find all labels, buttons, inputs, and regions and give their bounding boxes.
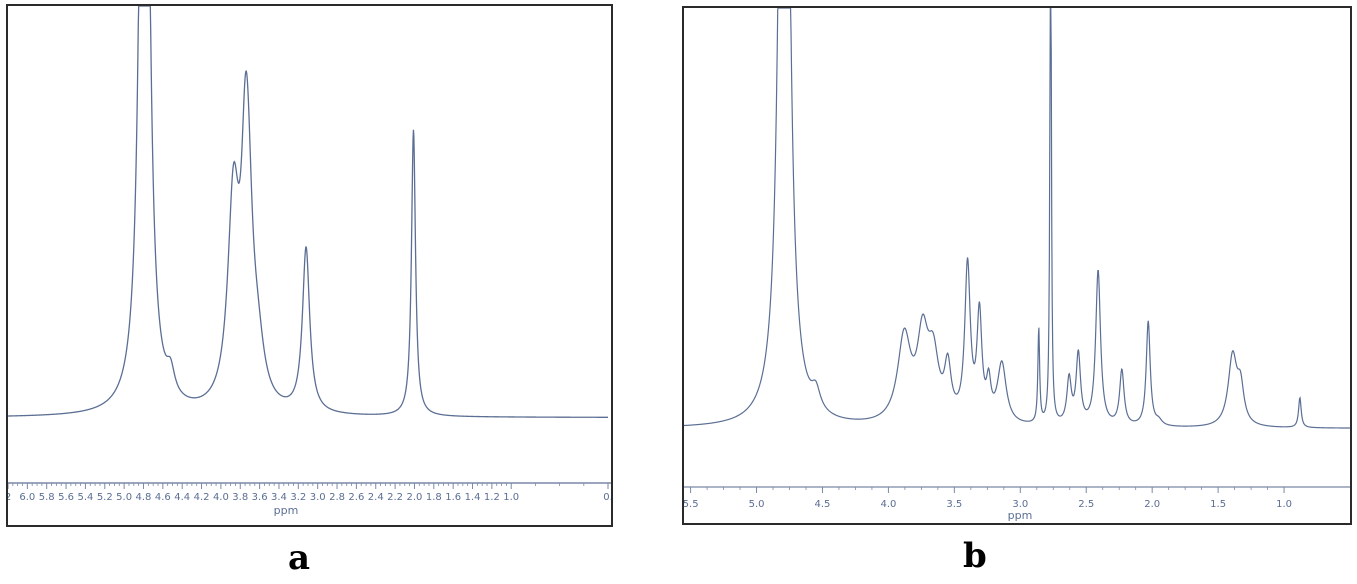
spectrum-trace xyxy=(684,8,1350,429)
x-axis-title: ppm xyxy=(274,504,299,517)
x-tick-label: 1.5 xyxy=(1210,499,1226,510)
x-tick-label: 2.0 xyxy=(406,492,422,503)
panel-caption-a: a xyxy=(288,538,311,578)
x-tick-label: 3.0 xyxy=(1012,499,1028,510)
x-tick-label: 2.0 xyxy=(1144,499,1160,510)
x-tick-label: 2.6 xyxy=(348,492,364,503)
x-tick-label: 4.0 xyxy=(880,499,896,510)
panel-caption-b: b xyxy=(963,536,987,576)
x-tick-label: 3.2 xyxy=(290,492,306,503)
x-tick-label: 4.2 xyxy=(194,492,210,503)
x-tick-label: 1.6 xyxy=(445,492,461,503)
chart-panel-b: 5.5 5.0 4.5 4.0 3.5 3.0 2.5 2.0 1.5 1.0 ppm xyxy=(682,6,1352,525)
x-tick-label: 5.8 xyxy=(39,492,55,503)
x-tick-label: 0. xyxy=(603,492,611,503)
x-tick-label: 5.2 xyxy=(97,492,113,503)
x-tick-label: 5.6 xyxy=(58,492,74,503)
x-tick-label: 4.0 xyxy=(213,492,229,503)
x-tick-label: 2.5 xyxy=(1078,499,1094,510)
x-tick-label: 2.8 xyxy=(329,492,345,503)
x-tick-label: 5.0 xyxy=(749,499,765,510)
x-tick-label: 3.4 xyxy=(271,492,287,503)
x-tick-label: 6.0 xyxy=(19,492,35,503)
x-tick-label: 1.0 xyxy=(503,492,519,503)
x-axis-ticks: 2 6.0 5.85.65.4 5.25.0 4.84.64.4 4.24.03.8 3.6… xyxy=(8,483,611,503)
nmr-spectrum-a: 2 6.0 5.85.65.4 5.25.0 4.84.64.4 4.24.03.8 3.6… xyxy=(8,6,611,517)
x-tick-label: 2 xyxy=(8,492,11,503)
x-tick-label: 3.8 xyxy=(232,492,248,503)
x-tick-label: 5.4 xyxy=(77,492,93,503)
x-tick-label: 3.6 xyxy=(252,492,268,503)
x-tick-label: 1.2 xyxy=(484,492,500,503)
x-tick-label: 4.4 xyxy=(174,492,190,503)
x-tick-label: 5.0 xyxy=(116,492,132,503)
x-axis-ticks: 5.5 5.0 4.5 4.0 3.5 3.0 2.5 2.0 1.5 1.0 xyxy=(684,487,1292,510)
x-axis-title: ppm xyxy=(1008,509,1033,522)
chart-panel-a: 2 6.0 5.85.65.4 5.25.0 4.84.64.4 4.24.03.8 3.6… xyxy=(6,4,613,527)
x-tick-label: 1.4 xyxy=(465,492,481,503)
x-tick-label: 4.8 xyxy=(136,492,152,503)
x-tick-label: 2.4 xyxy=(368,492,384,503)
x-tick-label: 3.5 xyxy=(946,499,962,510)
x-tick-label: 3.0 xyxy=(310,492,326,503)
x-tick-label: 1.8 xyxy=(426,492,442,503)
x-tick-label: 4.5 xyxy=(815,499,831,510)
spectrum-trace xyxy=(8,6,608,418)
nmr-spectrum-b: 5.5 5.0 4.5 4.0 3.5 3.0 2.5 2.0 1.5 1.0 ppm xyxy=(684,8,1350,522)
x-tick-label: 2.2 xyxy=(387,492,403,503)
x-tick-label: 4.6 xyxy=(155,492,171,503)
x-tick-label: 5.5 xyxy=(684,499,699,510)
x-tick-label: 1.0 xyxy=(1276,499,1292,510)
